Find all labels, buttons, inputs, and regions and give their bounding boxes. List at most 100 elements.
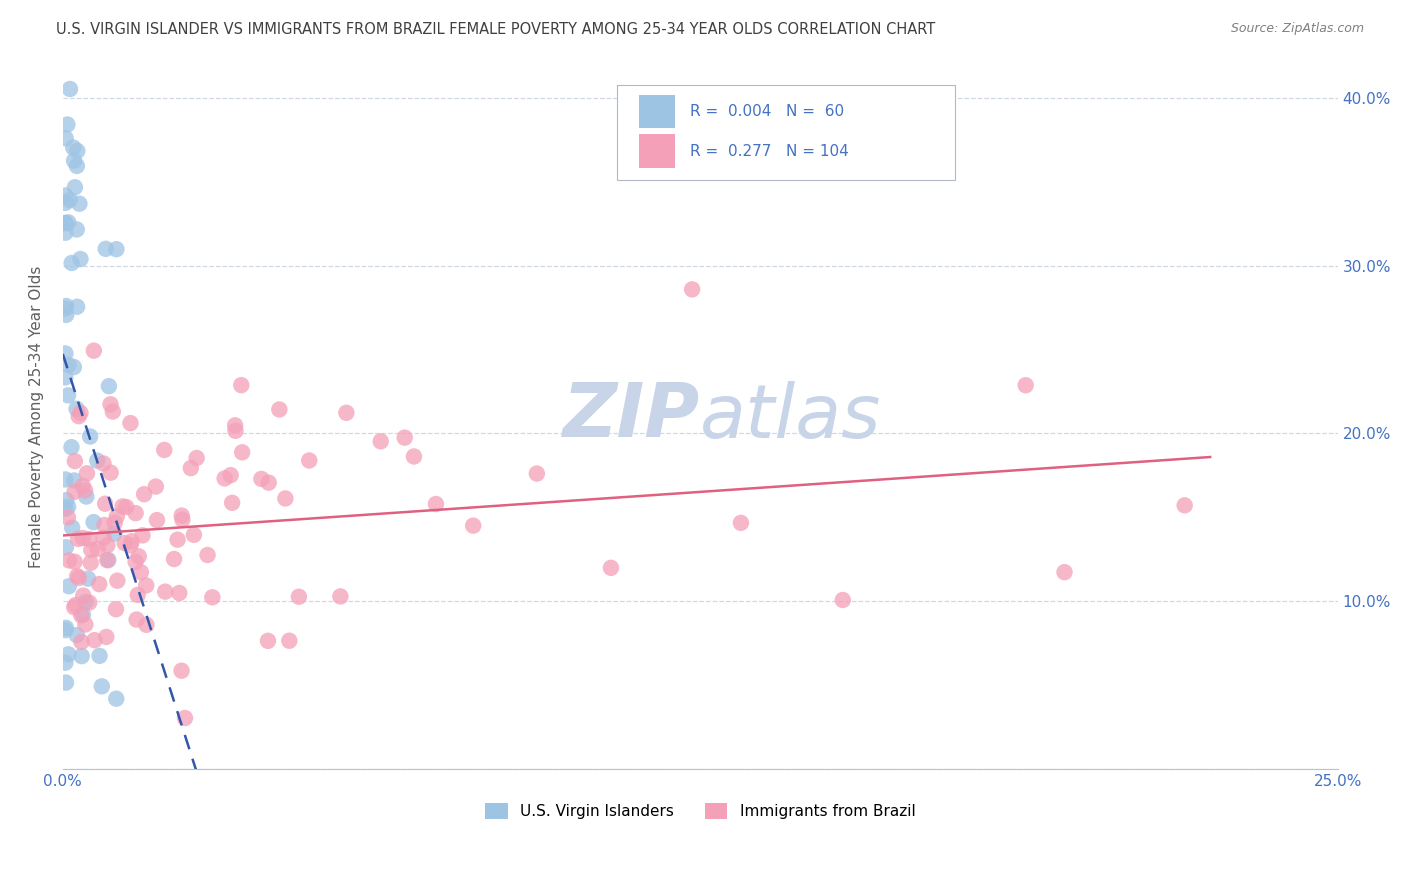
- Point: [80, 556, 103, 570]
- Point: [63, 359, 86, 374]
- Point: [79, 429, 101, 443]
- Point: [76, 467, 98, 481]
- Bar: [640, 134, 675, 168]
- Point: [103, 526, 125, 541]
- Point: [55, 675, 77, 690]
- Point: [70, 608, 93, 623]
- Text: atlas: atlas: [700, 381, 882, 452]
- Point: [101, 404, 124, 418]
- Point: [129, 565, 152, 579]
- Point: [128, 549, 150, 564]
- Point: [1053, 565, 1076, 579]
- Point: [96, 553, 118, 567]
- Point: [274, 491, 297, 506]
- Point: [63, 454, 86, 468]
- Point: [111, 500, 134, 514]
- Point: [75, 490, 97, 504]
- Point: [72, 589, 94, 603]
- Point: [67, 196, 90, 211]
- Point: [335, 406, 357, 420]
- Point: [67, 409, 90, 424]
- Point: [83, 633, 105, 648]
- Point: [104, 516, 127, 530]
- Point: [75, 483, 97, 498]
- Point: [93, 518, 115, 533]
- Point: [89, 648, 111, 663]
- Point: [183, 528, 205, 542]
- Point: [135, 578, 157, 592]
- Point: [66, 159, 89, 173]
- Point: [105, 242, 128, 256]
- Point: [93, 531, 115, 545]
- Point: [77, 572, 100, 586]
- Point: [53, 656, 76, 670]
- Point: [170, 664, 193, 678]
- Point: [83, 515, 105, 529]
- Point: [53, 370, 76, 384]
- Point: [370, 434, 392, 449]
- Point: [58, 648, 80, 662]
- Point: [170, 508, 193, 523]
- Point: [219, 468, 242, 483]
- Point: [53, 502, 76, 516]
- Point: [105, 509, 128, 524]
- Point: [145, 479, 167, 493]
- Point: [63, 180, 86, 194]
- Point: [58, 579, 80, 593]
- Point: [97, 379, 120, 393]
- Bar: [640, 95, 675, 128]
- Point: [60, 520, 83, 534]
- Point: [121, 534, 143, 549]
- Point: [53, 472, 76, 486]
- Point: [125, 613, 148, 627]
- Point: [77, 596, 100, 610]
- Point: [70, 635, 93, 649]
- Point: [174, 711, 197, 725]
- Point: [53, 301, 76, 316]
- Point: [146, 513, 169, 527]
- Point: [86, 453, 108, 467]
- Point: [80, 542, 103, 557]
- Point: [65, 401, 87, 416]
- Text: R =  0.277   N = 104: R = 0.277 N = 104: [690, 144, 849, 159]
- Point: [66, 222, 89, 236]
- Point: [55, 308, 77, 322]
- Point: [1015, 378, 1038, 392]
- Point: [56, 118, 79, 132]
- Point: [60, 256, 83, 270]
- Point: [100, 397, 122, 411]
- Text: Source: ZipAtlas.com: Source: ZipAtlas.com: [1230, 22, 1364, 36]
- Point: [53, 216, 76, 230]
- Point: [65, 598, 87, 612]
- Point: [120, 538, 142, 552]
- Point: [153, 442, 176, 457]
- Point: [250, 472, 273, 486]
- Point: [55, 188, 77, 202]
- Point: [329, 590, 352, 604]
- Legend: U.S. Virgin Islanders, Immigrants from Brazil: U.S. Virgin Islanders, Immigrants from B…: [479, 797, 921, 825]
- Point: [131, 528, 153, 542]
- Point: [90, 679, 112, 693]
- Point: [231, 378, 253, 392]
- Point: [86, 541, 108, 556]
- Point: [59, 82, 82, 96]
- Point: [224, 424, 246, 438]
- Point: [186, 450, 208, 465]
- Point: [58, 215, 80, 229]
- Point: [197, 548, 219, 562]
- Point: [63, 555, 86, 569]
- Point: [66, 569, 89, 583]
- Point: [55, 131, 77, 145]
- Point: [288, 590, 311, 604]
- Point: [115, 500, 138, 514]
- Point: [681, 282, 703, 296]
- Point: [201, 591, 224, 605]
- Point: [72, 607, 94, 622]
- Point: [214, 471, 236, 485]
- Point: [53, 195, 76, 210]
- Point: [94, 497, 117, 511]
- Point: [69, 406, 91, 420]
- Point: [169, 586, 191, 600]
- Point: [70, 649, 93, 664]
- Point: [59, 193, 82, 207]
